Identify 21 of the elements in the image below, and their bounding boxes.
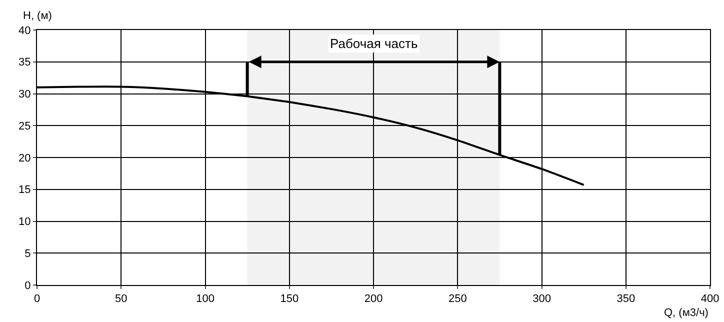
- x-tick-label: 150: [280, 293, 299, 306]
- y-tick-label: 40: [18, 24, 31, 37]
- x-tick-label: 250: [448, 293, 467, 306]
- band-label: Рабочая часть: [330, 36, 418, 51]
- y-tick-label: 25: [18, 120, 31, 132]
- y-tick-label: 10: [18, 216, 31, 228]
- x-tick-label: 100: [196, 293, 214, 306]
- y-tick-label: 15: [18, 184, 31, 196]
- x-tick-label: 200: [364, 293, 383, 306]
- y-tick-label: 20: [18, 152, 31, 164]
- y-axis-title: H, (м): [23, 10, 52, 22]
- y-tick-label: 5: [24, 248, 31, 260]
- y-tick-label: 35: [18, 56, 31, 69]
- x-axis-title: Q, (м3/ч): [664, 307, 708, 319]
- x-tick-label: 400: [700, 293, 720, 306]
- x-tick-label: 300: [532, 293, 551, 306]
- x-tick-label: 0: [34, 293, 40, 306]
- x-tick-label: 350: [616, 293, 636, 306]
- y-tick-label: 30: [18, 88, 31, 101]
- x-tick-label: 50: [115, 293, 128, 306]
- y-tick-label: 0: [24, 280, 31, 292]
